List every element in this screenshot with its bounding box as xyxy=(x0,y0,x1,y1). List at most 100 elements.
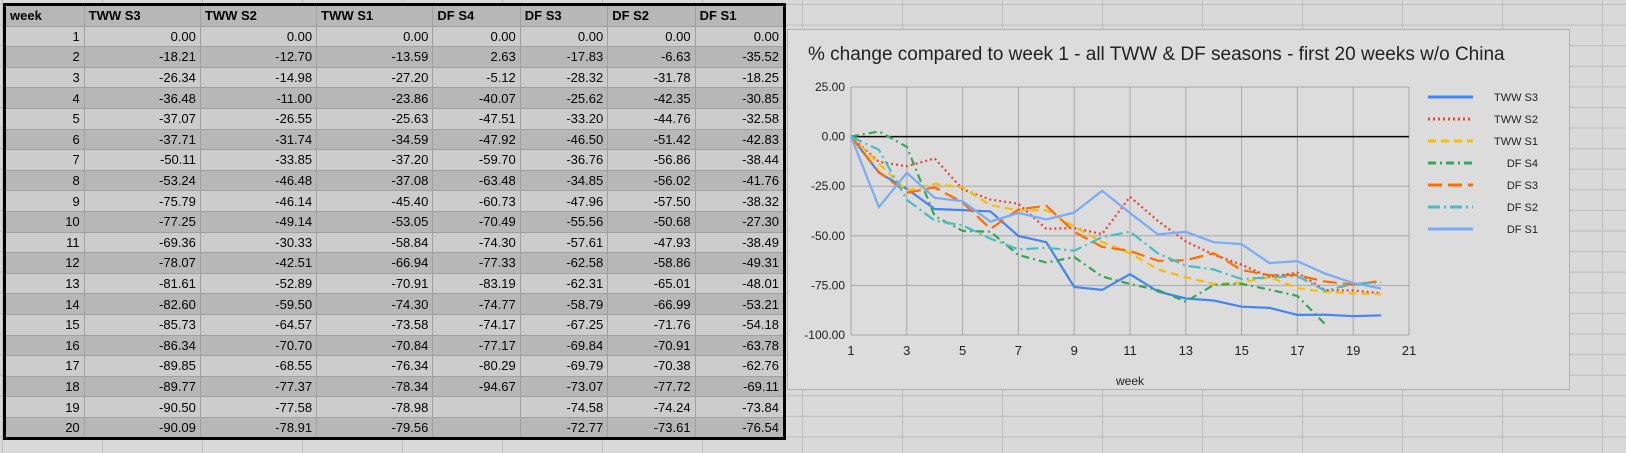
table-cell[interactable]: -56.86 xyxy=(607,149,696,171)
table-cell[interactable]: -30.85 xyxy=(694,87,786,109)
table-cell[interactable]: -40.07 xyxy=(432,87,521,109)
table-cell[interactable]: -13.59 xyxy=(316,46,434,68)
table-cell[interactable]: 3 xyxy=(4,66,85,89)
table-cell[interactable]: -78.98 xyxy=(316,396,434,418)
table-cell[interactable]: -89.77 xyxy=(83,375,201,398)
table-cell[interactable]: -32.58 xyxy=(694,107,786,130)
table-cell[interactable]: -71.76 xyxy=(607,313,696,336)
table-cell[interactable]: 8 xyxy=(4,169,85,192)
table-cell[interactable]: 2 xyxy=(4,46,85,68)
table-cell[interactable]: -26.34 xyxy=(83,66,201,89)
table-cell[interactable]: -73.58 xyxy=(316,313,434,336)
table-cell[interactable]: -85.73 xyxy=(83,313,201,336)
table-cell[interactable]: -70.84 xyxy=(316,334,434,357)
table-cell[interactable]: -37.08 xyxy=(316,169,434,192)
table-cell[interactable]: -74.17 xyxy=(432,313,521,336)
table-cell[interactable]: -65.01 xyxy=(607,272,696,295)
table-cell[interactable]: 1 xyxy=(4,25,85,48)
table-cell[interactable]: -42.83 xyxy=(694,128,786,151)
table-cell[interactable]: -37.07 xyxy=(83,107,201,130)
column-header[interactable]: week xyxy=(4,4,85,27)
table-cell[interactable]: -76.34 xyxy=(316,355,434,377)
table-cell[interactable]: -74.58 xyxy=(519,396,609,418)
table-cell[interactable]: 14 xyxy=(4,293,85,315)
table-cell[interactable]: -58.84 xyxy=(316,231,434,254)
table-cell[interactable]: -14.98 xyxy=(199,66,318,89)
table-cell[interactable]: -74.24 xyxy=(607,396,696,418)
table-cell[interactable]: -51.42 xyxy=(607,128,696,151)
table-cell[interactable]: -33.85 xyxy=(199,149,318,171)
column-header[interactable]: DF S4 xyxy=(432,4,521,27)
table-cell[interactable]: -59.70 xyxy=(432,149,521,171)
table-cell[interactable]: -74.30 xyxy=(316,293,434,315)
table-cell[interactable]: -33.20 xyxy=(519,107,609,130)
table-cell[interactable]: -76.54 xyxy=(694,416,786,440)
table-cell[interactable]: -17.83 xyxy=(519,46,609,68)
table-cell[interactable]: -25.63 xyxy=(316,107,434,130)
table-cell[interactable]: -38.44 xyxy=(694,149,786,171)
table-cell[interactable]: 13 xyxy=(4,272,85,295)
column-header[interactable]: TWW S1 xyxy=(316,4,434,27)
table-cell[interactable]: -70.38 xyxy=(607,355,696,377)
table-cell[interactable]: -77.58 xyxy=(199,396,318,418)
table-cell[interactable]: -30.33 xyxy=(199,231,318,254)
table-cell[interactable]: -70.91 xyxy=(607,334,696,357)
table-cell[interactable]: -42.51 xyxy=(199,252,318,274)
table-cell[interactable]: -58.86 xyxy=(607,252,696,274)
table-cell[interactable]: -94.67 xyxy=(432,375,521,398)
table-cell[interactable]: 0.00 xyxy=(607,25,696,48)
table-cell[interactable]: -45.40 xyxy=(316,190,434,212)
table-cell[interactable]: -73.07 xyxy=(519,375,609,398)
table-cell[interactable]: -74.77 xyxy=(432,293,521,315)
table-cell[interactable]: -73.61 xyxy=(607,416,696,440)
table-cell[interactable]: -63.48 xyxy=(432,169,521,192)
table-cell[interactable]: -79.56 xyxy=(316,416,434,440)
table-cell[interactable]: -18.21 xyxy=(83,46,201,68)
table-cell[interactable]: -23.86 xyxy=(316,87,434,109)
table-cell[interactable]: -81.61 xyxy=(83,272,201,295)
table-cell[interactable]: -77.37 xyxy=(199,375,318,398)
column-header[interactable]: DF S1 xyxy=(694,4,786,27)
table-cell[interactable]: -77.17 xyxy=(432,334,521,357)
table-cell[interactable] xyxy=(432,416,521,440)
table-cell[interactable]: 2.63 xyxy=(432,46,521,68)
table-cell[interactable]: -53.05 xyxy=(316,210,434,233)
table-cell[interactable]: -69.11 xyxy=(694,375,786,398)
table-cell[interactable]: -11.00 xyxy=(199,87,318,109)
table-cell[interactable]: -62.76 xyxy=(694,355,786,377)
table-cell[interactable]: -82.60 xyxy=(83,293,201,315)
table-cell[interactable]: 0.00 xyxy=(694,25,786,48)
table-cell[interactable]: -34.85 xyxy=(519,169,609,192)
table-cell[interactable]: -27.30 xyxy=(694,210,786,233)
table-cell[interactable]: -86.34 xyxy=(83,334,201,357)
table-cell[interactable]: -38.32 xyxy=(694,190,786,212)
table-cell[interactable]: -18.25 xyxy=(694,66,786,89)
table-cell[interactable]: -38.49 xyxy=(694,231,786,254)
table-cell[interactable]: 16 xyxy=(4,334,85,357)
table-cell[interactable]: -57.61 xyxy=(519,231,609,254)
table-cell[interactable]: -27.20 xyxy=(316,66,434,89)
table-cell[interactable]: -47.93 xyxy=(607,231,696,254)
table-cell[interactable]: 15 xyxy=(4,313,85,336)
table-cell[interactable]: -62.58 xyxy=(519,252,609,274)
table-cell[interactable]: -62.31 xyxy=(519,272,609,295)
table-cell[interactable]: 20 xyxy=(4,416,85,440)
table-cell[interactable]: -6.63 xyxy=(607,46,696,68)
table-cell[interactable]: -69.84 xyxy=(519,334,609,357)
table-cell[interactable]: -48.01 xyxy=(694,272,786,295)
table-cell[interactable]: -78.91 xyxy=(199,416,318,440)
table-cell[interactable]: -73.84 xyxy=(694,396,786,418)
table-cell[interactable]: -69.36 xyxy=(83,231,201,254)
table-cell[interactable]: -63.78 xyxy=(694,334,786,357)
table-cell[interactable]: -34.59 xyxy=(316,128,434,151)
table-cell[interactable]: -57.50 xyxy=(607,190,696,212)
table-cell[interactable]: -83.19 xyxy=(432,272,521,295)
table-cell[interactable]: -35.52 xyxy=(694,46,786,68)
table-cell[interactable]: -77.25 xyxy=(83,210,201,233)
table-cell[interactable]: -12.70 xyxy=(199,46,318,68)
table-cell[interactable]: -53.21 xyxy=(694,293,786,315)
table-cell[interactable]: -50.68 xyxy=(607,210,696,233)
table-cell[interactable]: -64.57 xyxy=(199,313,318,336)
table-cell[interactable]: -77.72 xyxy=(607,375,696,398)
table-cell[interactable]: 9 xyxy=(4,190,85,212)
